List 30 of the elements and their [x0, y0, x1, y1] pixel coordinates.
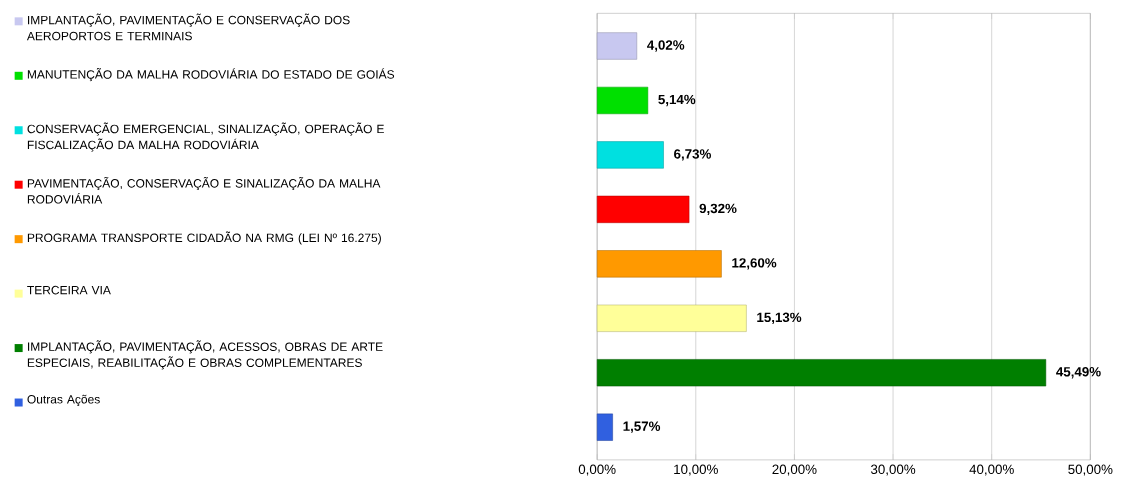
bar: [596, 413, 613, 441]
bar: [596, 304, 747, 332]
legend-label: Outras Ações: [27, 394, 100, 406]
data-label: 6,73%: [674, 149, 712, 161]
data-label: 45,49%: [1056, 366, 1101, 379]
bar: [596, 195, 690, 223]
legend-label: PAVIMENTAÇÃO, CONSERVAÇÃO E SINALIZAÇÃO DA MALHA RODOVIÁRIA: [27, 176, 381, 204]
x-tick-label: 0,00%: [578, 464, 616, 476]
x-tick-label: 10,00%: [674, 464, 718, 476]
x-tick-label: 40,00%: [969, 464, 1014, 476]
data-label: 9,32%: [699, 203, 737, 215]
x-tick-label: 50,00%: [1068, 464, 1113, 476]
x-tick-label: 30,00%: [870, 464, 916, 476]
bar: [596, 32, 638, 60]
data-label: 15,13%: [757, 312, 802, 324]
legend-label: IMPLANTAÇÃO, PAVIMENTAÇÃO E CONSERVAÇÃO DOS AEROPORTOS E TERMINAIS: [26, 13, 350, 41]
data-label: 4,02%: [647, 40, 685, 52]
legend-label: IMPLANTAÇÃO, PAVIMENTAÇÃO, ACESSOS, OBRAS DE ARTE ESPECIAIS, REABILITAÇÃO E OBRAS COMPLEMENTARES: [27, 340, 383, 370]
legend-label: PROGRAMA TRANSPORTE CIDADÃO NA RMG (LEI Nº 16.275): [27, 231, 381, 245]
legend-label: TERCEIRA VIA: [27, 285, 111, 295]
bar: [596, 86, 649, 114]
x-tick-label: 20,00%: [772, 464, 817, 476]
bar: [596, 141, 664, 169]
legend-label: CONSERVAÇÃO EMERGENCIAL, SINALIZAÇÃO, OPERAÇÃO E FISCALIZAÇÃO DA MALHA RODOVIÁRIA: [27, 122, 384, 152]
bar: [596, 359, 1047, 387]
legend-label: MANUTENÇÃO DA MALHA RODOVIÁRIA DO ESTADO DE GOIÁS: [27, 67, 395, 82]
data-label: 1,57%: [623, 421, 661, 433]
data-label: 5,14%: [658, 94, 696, 107]
bar: [596, 250, 722, 278]
data-label: 12,60%: [732, 258, 777, 270]
